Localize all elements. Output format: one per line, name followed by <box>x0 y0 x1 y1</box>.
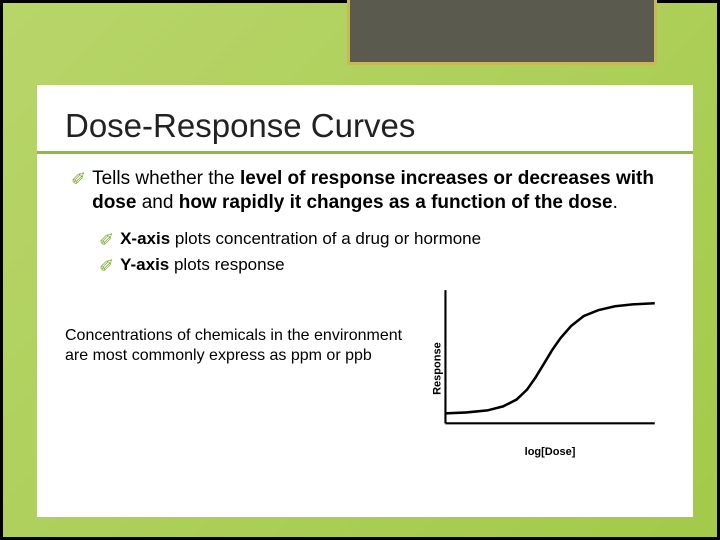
chart-svg <box>437 288 659 436</box>
sub-bullet-y: ✐ Y-axis plots response <box>99 254 665 278</box>
text-bold: how rapidly it changes as a function of … <box>179 192 613 213</box>
sub-bullet-x: ✐ X-axis plots concentration of a drug o… <box>99 228 665 252</box>
text-frag: and <box>136 192 178 213</box>
main-bullet-text: Tells whether the level of response incr… <box>92 167 665 216</box>
text-frag: . <box>613 192 618 213</box>
slide-title: Dose-Response Curves <box>65 107 665 145</box>
sub-bullet-y-text: Y-axis plots response <box>120 254 284 276</box>
bullet-icon: ✐ <box>99 228 114 252</box>
bullet-icon: ✐ <box>99 254 114 278</box>
text-frag: whether the <box>135 168 240 189</box>
dose-response-chart: Response log[Dose] <box>415 286 665 456</box>
chart-x-label: log[Dose] <box>525 446 576 458</box>
note-text: Concentrations of chemicals in the envir… <box>65 286 403 368</box>
content-panel: Dose-Response Curves ✐ Tells whether the… <box>37 85 693 517</box>
slide-background: Dose-Response Curves ✐ Tells whether the… <box>3 3 717 537</box>
sub-bullets: ✐ X-axis plots concentration of a drug o… <box>99 228 665 278</box>
text-frag: plots concentration of a drug or hormone <box>170 229 481 248</box>
curve-line <box>445 303 654 413</box>
text-frag: plots response <box>169 255 284 274</box>
bottom-row: Concentrations of chemicals in the envir… <box>65 286 665 456</box>
header-decorative-box <box>347 0 657 65</box>
text-bold: X-axis <box>120 229 170 248</box>
text-bold: Y-axis <box>120 255 169 274</box>
main-bullet: ✐ Tells whether the level of response in… <box>71 167 665 216</box>
title-underline <box>37 151 693 154</box>
text-frag: Tells <box>92 168 135 189</box>
sub-bullet-x-text: X-axis plots concentration of a drug or … <box>120 228 481 250</box>
bullet-icon: ✐ <box>71 167 86 191</box>
